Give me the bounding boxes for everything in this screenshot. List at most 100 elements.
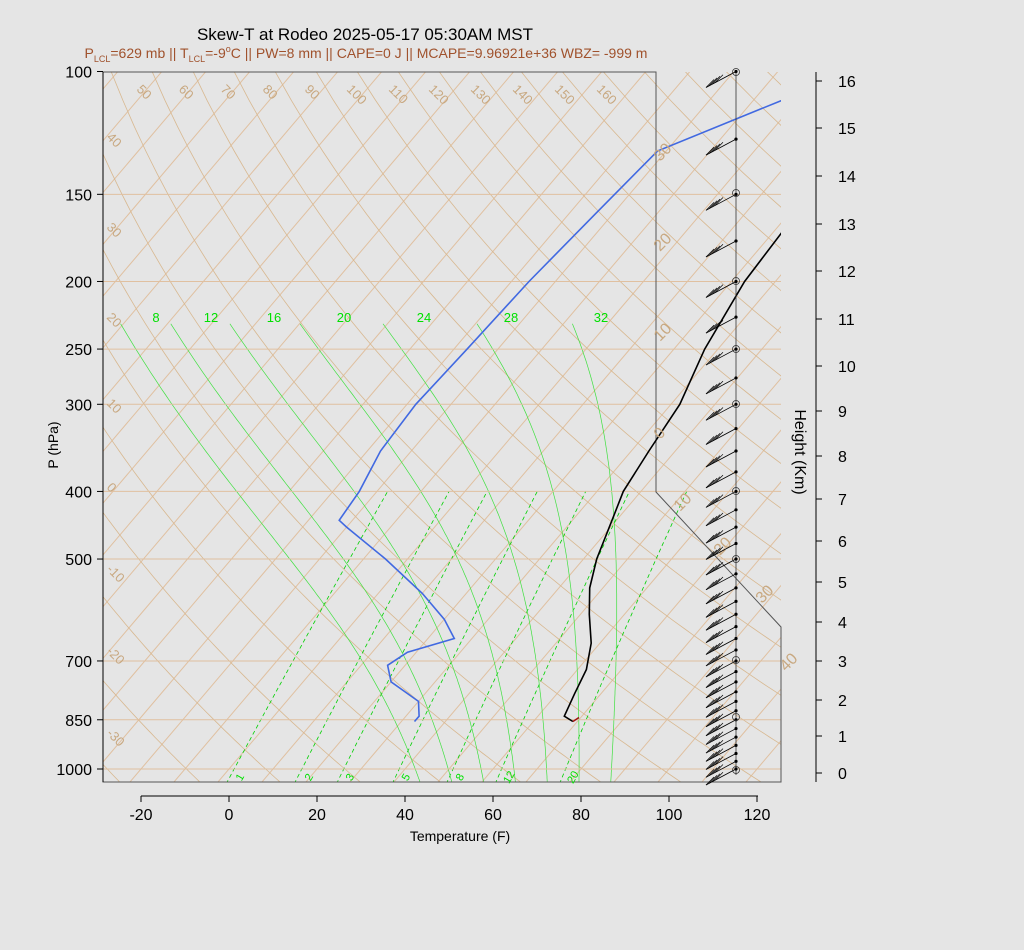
wind-barb-flag <box>708 515 718 525</box>
wind-barb-flag <box>705 581 715 591</box>
mixing-ratio-label: 8 <box>454 772 467 783</box>
barb-dot <box>734 470 738 474</box>
wind-barb-flag <box>714 561 724 571</box>
wind-barb-flag <box>708 287 718 297</box>
isotherm-line <box>964 72 1024 784</box>
isotherm-line <box>217 118 781 782</box>
height-tick-label: 5 <box>838 575 847 592</box>
dry-adiabat-line <box>726 72 781 127</box>
wind-barb-flag <box>705 736 715 745</box>
barb-circle <box>732 713 740 721</box>
wind-barb <box>705 587 737 605</box>
barb-circle <box>732 189 740 197</box>
isotherm-label: 70 <box>218 82 239 103</box>
wind-barb-flag <box>711 353 721 363</box>
wind-barb-flag <box>714 380 724 390</box>
wind-barb <box>705 671 737 688</box>
wind-barb-flag <box>711 643 721 652</box>
height-tick-label: 16 <box>838 74 856 91</box>
wind-barb <box>705 316 737 334</box>
mixing-ratio-label: 8 <box>152 310 159 325</box>
mixing-ratio-label: 24 <box>417 310 431 325</box>
wind-barb <box>705 573 737 591</box>
barb-dot <box>734 426 738 431</box>
height-tick-label: 13 <box>838 217 856 234</box>
isotherm-label: 50 <box>134 82 155 103</box>
moist-adiabat-line <box>229 323 484 782</box>
wind-barb <box>705 753 737 770</box>
isotherm-line <box>103 72 339 349</box>
dewpoint-line <box>338 99 781 723</box>
y-tick-label: 300 <box>65 397 92 414</box>
barb-dot <box>734 669 738 674</box>
wind-barb-flag <box>705 699 715 709</box>
wind-barb-flag <box>714 641 724 650</box>
dry-adiabat-line <box>110 72 762 782</box>
x-tick-label: 0 <box>225 807 234 824</box>
wind-barb <box>705 710 737 728</box>
barb-dot <box>734 315 738 319</box>
wind-barb-flag <box>708 607 718 617</box>
wind-barb <box>705 377 737 395</box>
mixing-ratio-label: 32 <box>594 310 608 325</box>
wind-barb-flag <box>711 696 721 705</box>
wind-barb-flag <box>705 595 715 605</box>
isotherm-line <box>103 72 427 453</box>
barb-dot <box>734 726 738 731</box>
wind-barb-flag <box>708 677 718 687</box>
wind-barb-flag <box>711 773 721 783</box>
wind-barb <box>705 638 737 655</box>
height-tick-label: 14 <box>838 169 856 186</box>
isotherm-label: 10 <box>651 320 676 345</box>
wind-barb-flag <box>714 197 724 206</box>
barb-dot <box>734 489 738 494</box>
barb-dot <box>734 572 738 576</box>
y-axis: 100 150 200 250 300 400 500 700 850 1000 <box>56 65 104 782</box>
dry-adiabat-line <box>103 153 682 782</box>
barb-circle <box>732 555 740 563</box>
wind-barb-flag <box>705 727 715 737</box>
wind-barb-flag <box>705 622 715 631</box>
isotherm-label: -30 <box>104 726 128 750</box>
height-tick-label: 1 <box>838 729 847 746</box>
isotherm-line <box>788 72 1024 784</box>
wind-barb-flag <box>705 289 715 298</box>
wind-barb-flag <box>705 499 715 508</box>
height-axis-title: Height (Km) <box>791 409 808 494</box>
x-tick-label: 80 <box>572 807 590 824</box>
wind-barb-flag <box>714 694 724 704</box>
wind-barb-flag <box>711 765 721 775</box>
barb-circle <box>732 487 740 495</box>
wind-barb-flag <box>714 576 724 586</box>
wind-barb-flag <box>705 551 715 560</box>
mixing-ratio-grid <box>120 323 688 782</box>
wind-barb-flag <box>708 775 718 784</box>
wind-barb <box>705 138 737 156</box>
barb-circle <box>732 766 740 774</box>
wind-barb-flag <box>714 453 724 463</box>
dry-adiabat-line <box>438 72 781 420</box>
isotherm-line <box>129 72 735 782</box>
wind-barb-flag <box>711 433 721 442</box>
isotherm-line <box>745 739 781 782</box>
wind-barb-flag <box>711 408 721 418</box>
wind-barb-flag <box>705 646 715 655</box>
barb-dot <box>734 636 738 641</box>
dry-adiabat-line <box>603 72 781 250</box>
isotherm-line <box>876 72 1024 784</box>
wind-barb <box>705 281 737 298</box>
dry-adiabat-line <box>103 426 442 782</box>
dry-adiabat-line <box>356 72 781 509</box>
barb-circle <box>732 277 740 285</box>
wind-barb-flag <box>705 479 715 489</box>
dry-adiabat-line <box>192 72 781 696</box>
barb-circle <box>732 400 740 408</box>
isotherm-line <box>103 72 603 660</box>
wind-barb-flag <box>708 667 718 676</box>
wind-barb-flag <box>711 578 721 587</box>
x-axis: -20 0 20 40 60 80 100 120 <box>129 795 770 824</box>
wind-barb-flag <box>705 744 715 754</box>
dry-adiabat-line <box>274 72 781 601</box>
wind-barb-flag <box>711 514 721 523</box>
wind-barb-flag <box>705 769 715 778</box>
